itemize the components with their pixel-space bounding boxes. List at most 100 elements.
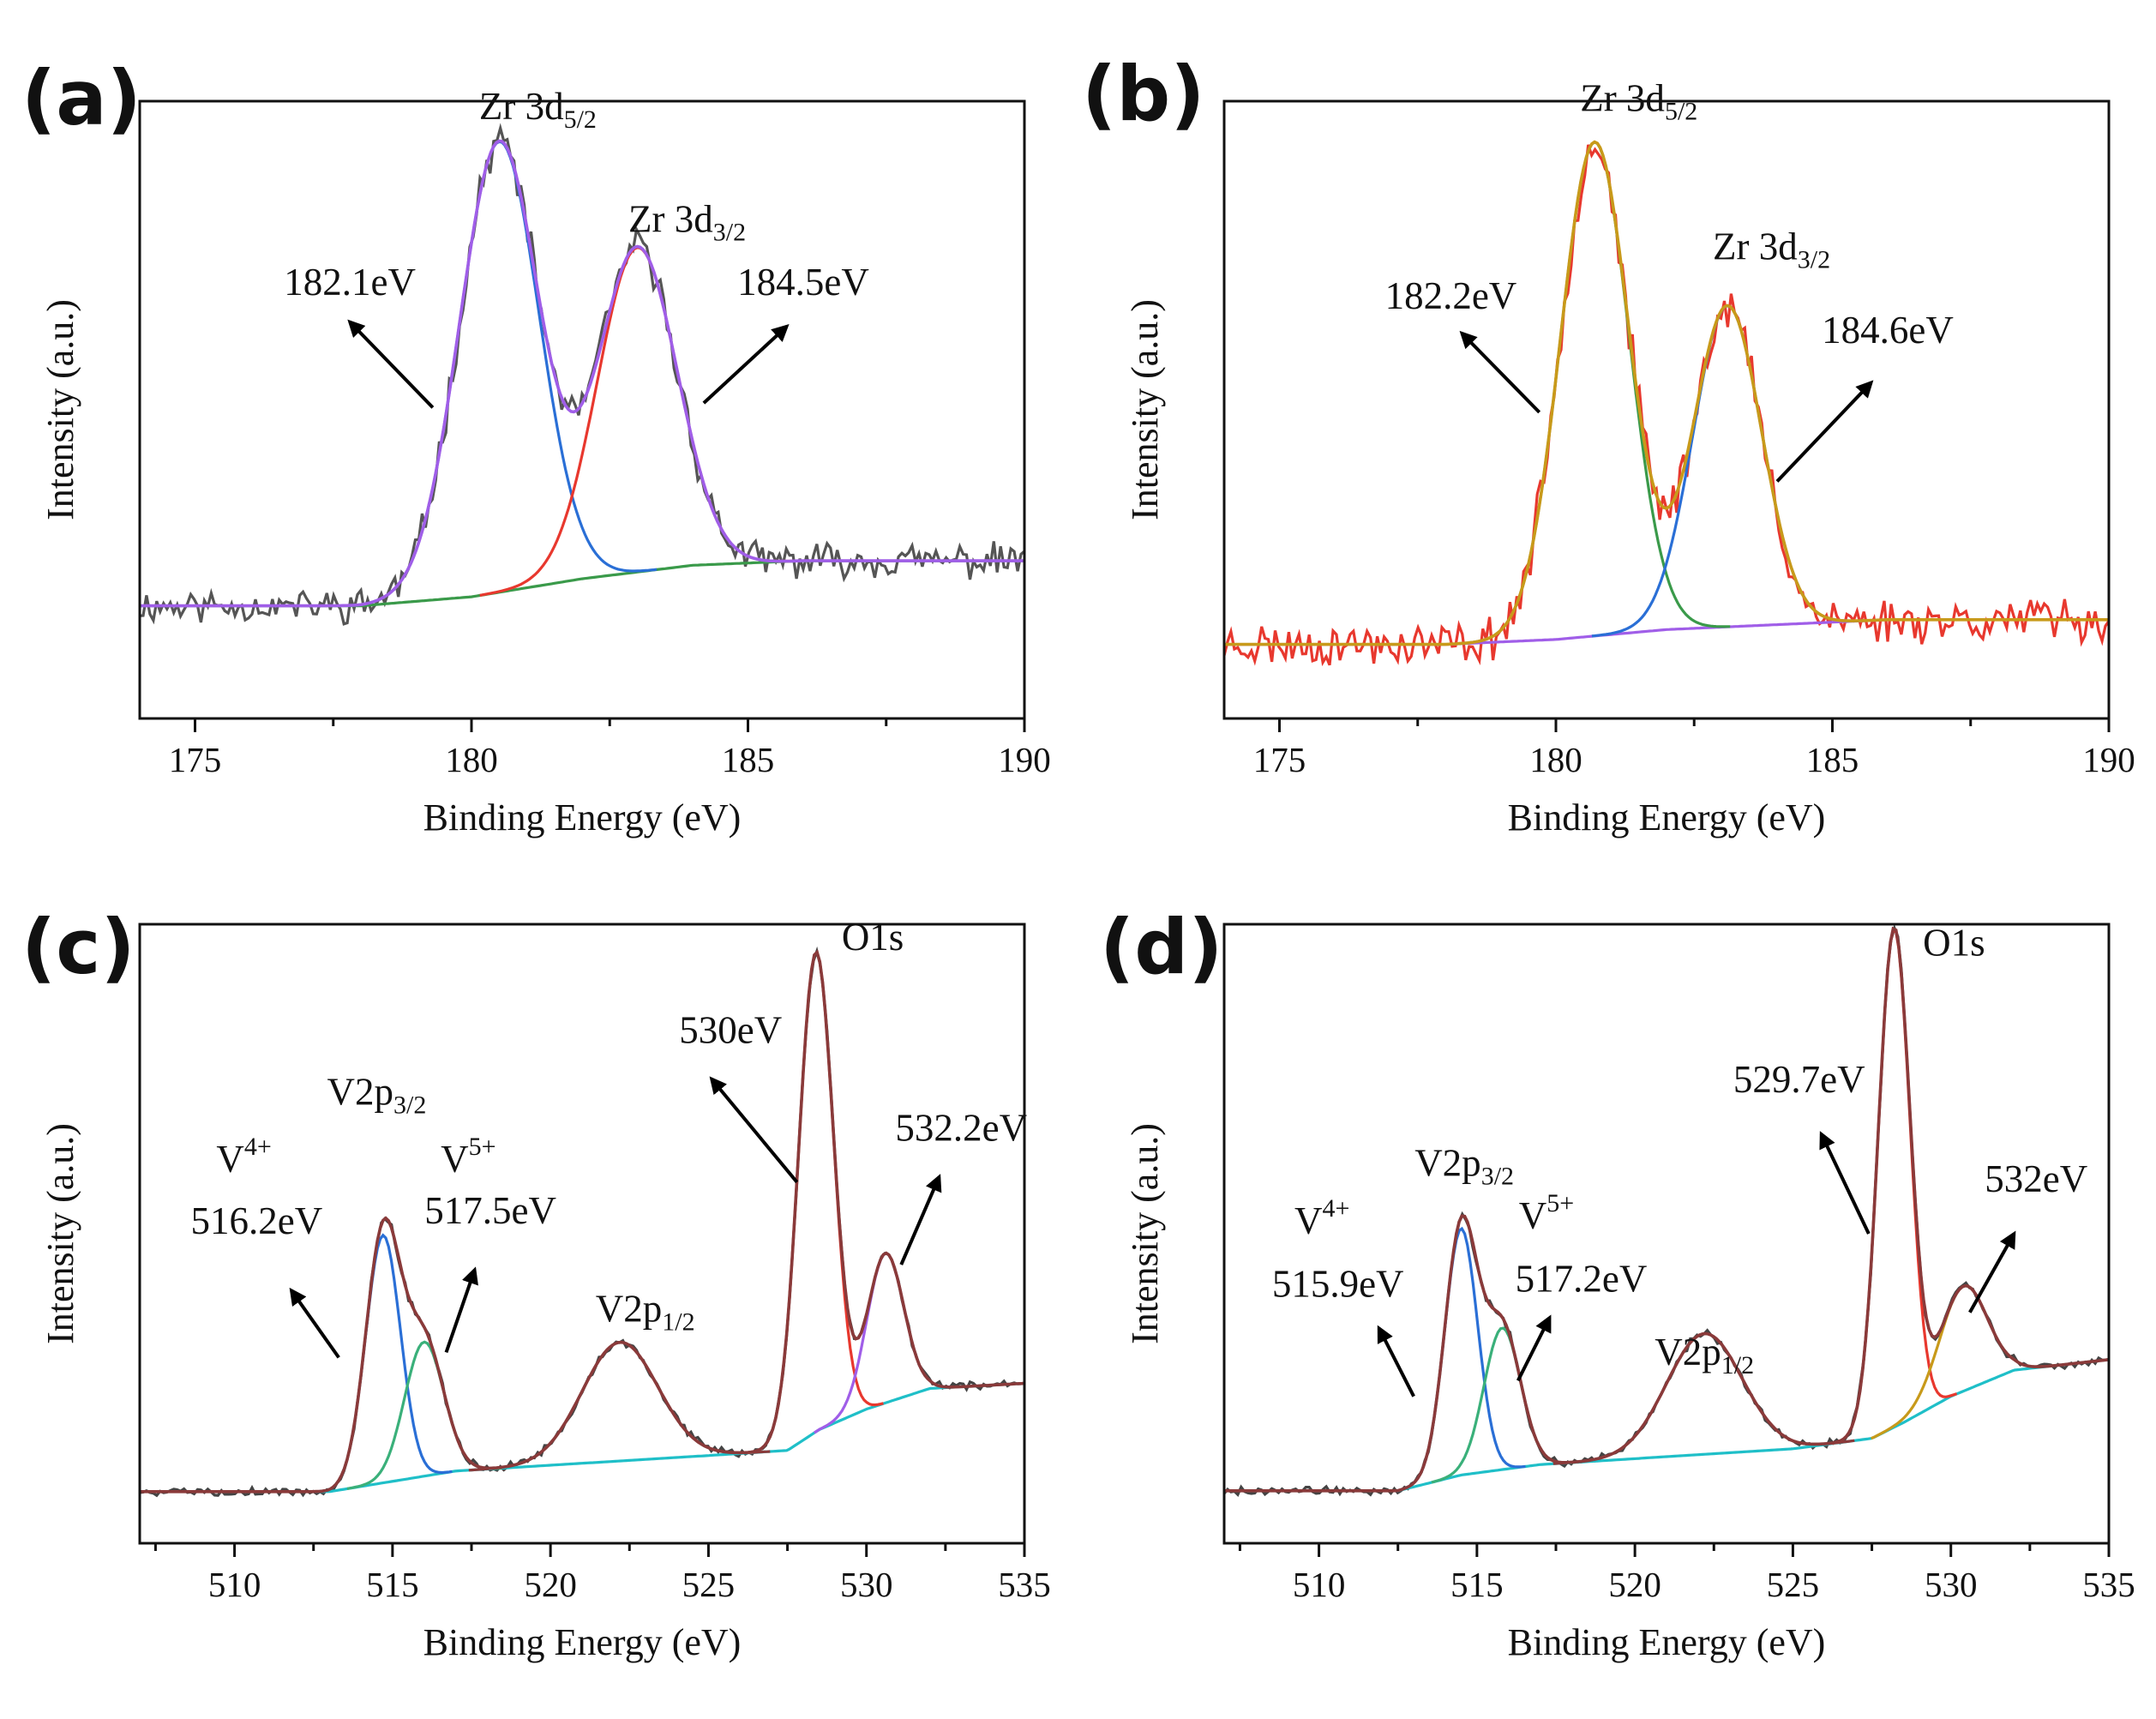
peak-annotation: 182.2eV: [1385, 274, 1517, 317]
x-tick-label: 175: [169, 740, 222, 779]
y-axis-label: Intensity (a.u.): [1124, 299, 1166, 520]
peak-annotation: V5+: [1519, 1189, 1574, 1237]
panel-letter: (b): [1082, 50, 1204, 138]
annotation-arrow: [1459, 330, 1541, 414]
peak-annotation: 517.5eV: [424, 1189, 556, 1232]
x-tick-label: 520: [1608, 1565, 1661, 1604]
peak-annotation: 517.2eV: [1516, 1257, 1648, 1300]
x-axis-label: Binding Energy (eV): [423, 1621, 742, 1663]
peak-annotation: O1s: [842, 916, 904, 959]
plot-frame: [138, 923, 1026, 1545]
y-axis-label: Intensity (a.u.): [39, 1123, 81, 1344]
fit-peak-0: [314, 1233, 453, 1494]
annotation-arrow: [709, 1076, 799, 1184]
x-tick-label: 175: [1253, 740, 1306, 779]
panel-2: (c) 510 515 520 525 530 535 Binding Energy (eV)…: [21, 903, 1051, 1663]
x-tick-label: 190: [2082, 740, 2135, 779]
panel-3: (d) 510 515 520 525 530 535 Binding Energy (eV)…: [1100, 903, 2135, 1663]
plot-frame: [138, 99, 1026, 720]
peak-annotation: V2p1/2: [1655, 1331, 1754, 1379]
peak-annotation: 516.2eV: [191, 1199, 323, 1242]
x-tick-label: 530: [840, 1565, 893, 1604]
raw-data-line: [140, 123, 1024, 626]
annotation-arrow: [1775, 380, 1874, 483]
peak-annotation: V5+: [441, 1133, 495, 1181]
fit-peak-4: [814, 1251, 958, 1434]
plot-frame: [1222, 99, 2111, 720]
x-tick-label: 185: [1806, 740, 1859, 779]
panel-letter: (a): [21, 54, 141, 142]
panel-letter: (d): [1100, 903, 1222, 991]
x-tick-label: 180: [1529, 740, 1582, 779]
annotation-arrow: [1377, 1325, 1415, 1397]
x-tick-label: 515: [1450, 1565, 1504, 1604]
fit-peak-0: [1459, 140, 1731, 646]
peak-annotation: 529.7eV: [1733, 1058, 1865, 1101]
curves: [140, 946, 1024, 1498]
annotation-arrow: [702, 324, 790, 405]
envelope-line: [1224, 140, 2109, 646]
x-tick-label: 520: [524, 1565, 577, 1604]
curves: [1224, 924, 2109, 1498]
annotation-arrow: [1516, 1314, 1552, 1382]
x-tick-label: 190: [998, 740, 1051, 779]
peak-annotation: 532.2eV: [895, 1107, 1027, 1150]
plot-frame: [1222, 923, 2111, 1545]
x-tick-label: 535: [2082, 1565, 2135, 1604]
peak-annotation: V4+: [1294, 1194, 1349, 1242]
peak-annotation: V2p1/2: [596, 1287, 695, 1336]
x-tick-label: 510: [208, 1565, 261, 1604]
background-line: [1224, 1358, 2109, 1493]
envelope-line: [140, 949, 1024, 1494]
x-tick-label: 510: [1293, 1565, 1346, 1604]
peak-annotation: V2p3/2: [327, 1071, 427, 1120]
envelope-line: [140, 139, 1024, 608]
background-line: [140, 1381, 1024, 1494]
curves: [140, 123, 1024, 626]
x-axis-label: Binding Energy (eV): [1508, 1621, 1826, 1663]
peak-annotation: V2p3/2: [1414, 1142, 1514, 1191]
x-tick-label: 535: [998, 1565, 1051, 1604]
x-tick-label: 185: [722, 740, 775, 779]
x-axis-label: Binding Energy (eV): [423, 796, 742, 838]
peak-annotation: Zr 3d3/2: [628, 197, 746, 246]
panel-1: (b) 175 180 185 190 Binding Energy (eV) Intens…: [1082, 50, 2135, 838]
fit-peak-0: [341, 140, 658, 607]
x-tick-label: 525: [682, 1565, 736, 1604]
peak-annotation: Zr 3d5/2: [1580, 77, 1697, 126]
y-axis-label: Intensity (a.u.): [1124, 1123, 1166, 1344]
peak-annotation: V4+: [216, 1133, 271, 1181]
background-line: [1224, 618, 2109, 646]
annotation-arrow: [289, 1287, 340, 1359]
panel-letter: (c): [21, 903, 135, 991]
raw-data-line: [1224, 144, 2109, 667]
raw-data-line: [1224, 924, 2109, 1498]
x-tick-label: 525: [1767, 1565, 1820, 1604]
peak-annotation: 184.6eV: [1822, 309, 1954, 352]
annotation-arrow: [1968, 1230, 2016, 1313]
peak-annotation: Zr 3d3/2: [1713, 225, 1830, 273]
envelope-line: [1224, 926, 2109, 1493]
peak-annotation: 532eV: [1985, 1157, 2087, 1200]
panel-0: (a) 175 180 185 190 Binding Energy (eV) Intens…: [21, 54, 1051, 838]
annotation-arrow: [899, 1174, 942, 1265]
fit-peak-0: [1395, 1226, 1526, 1493]
curves: [1224, 140, 2109, 667]
peak-annotation: 515.9eV: [1272, 1262, 1404, 1305]
x-tick-label: 530: [1925, 1565, 1978, 1604]
fit-peak-4: [1871, 1284, 2057, 1440]
y-axis-label: Intensity (a.u.): [39, 299, 81, 520]
x-axis-label: Binding Energy (eV): [1508, 796, 1826, 838]
x-tick-label: 515: [366, 1565, 419, 1604]
annotation-arrow: [444, 1266, 478, 1354]
peak-annotation: 530eV: [679, 1008, 782, 1051]
peak-annotation: 184.5eV: [737, 261, 869, 304]
x-tick-label: 180: [445, 740, 498, 779]
peak-annotation: Zr 3d5/2: [479, 85, 597, 134]
fit-peak-3: [1832, 928, 1958, 1446]
peak-annotation: O1s: [1923, 922, 1985, 965]
annotation-arrow: [1819, 1131, 1871, 1235]
peak-annotation: 182.1eV: [284, 261, 416, 304]
annotation-arrow: [347, 319, 435, 409]
